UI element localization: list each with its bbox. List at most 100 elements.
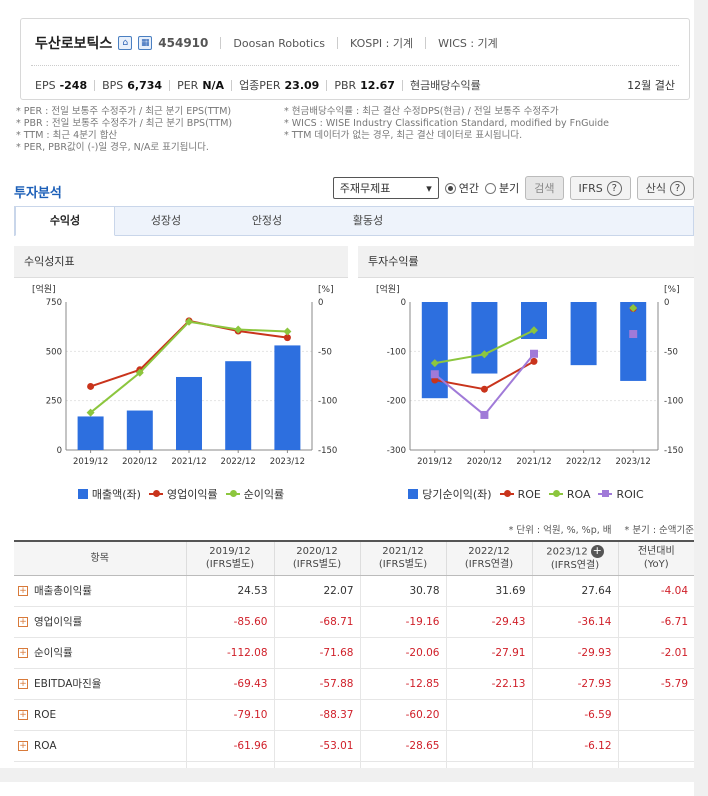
legend-item[interactable]: ROE (499, 488, 541, 501)
analysis-controls: 주재무제표 ▾ 연간 분기 검색 IFRS? 산식? (332, 176, 694, 200)
series-line (483, 360, 535, 391)
legend-item[interactable]: 당기순이익(좌) (408, 486, 492, 502)
pbr-label: PBR (334, 78, 357, 92)
divider (94, 79, 96, 91)
expand-row-icon[interactable]: + (18, 648, 28, 658)
column-header-period: 2022/12 (IFRS연결) (445, 540, 532, 576)
expand-row-icon[interactable]: + (18, 617, 28, 627)
right-axis-unit: [%] (318, 285, 334, 295)
left-axis-unit: [억원] (32, 283, 56, 295)
tab-stability[interactable]: 안정성 (251, 214, 283, 227)
table-row: + 매출총이익률 24.53 22.07 30.78 31.69 27.64 -4.04 (14, 575, 694, 607)
data-point (283, 327, 292, 336)
building-icon[interactable]: ▦ (138, 36, 153, 50)
chevron-down-icon: ▾ (426, 181, 432, 195)
home-icon[interactable]: ⌂ (118, 36, 133, 50)
series-line (434, 373, 486, 416)
series-line (188, 320, 239, 331)
formula-button[interactable]: 산식? (636, 176, 694, 200)
x-tick-label: 2019/12 (73, 457, 108, 467)
data-point (185, 317, 193, 326)
table-cell: -27.91 (445, 637, 532, 669)
legend-item[interactable]: 영업이익률 (148, 486, 218, 502)
y2-tick-label: -50 (318, 347, 332, 357)
legend-item[interactable]: 순이익률 (225, 486, 284, 502)
table-cell: -6.59 (531, 699, 618, 731)
data-point (530, 357, 538, 365)
column-header-period: 2021/12 (IFRS별도) (359, 540, 446, 576)
row-label: + 순이익률 (14, 637, 186, 669)
table-cell: -6.71 (617, 606, 694, 638)
table-cell (617, 699, 694, 731)
footnote: * PBR : 전일 보통주 수정주가 / 최근 분기 BPS(TTM) (16, 118, 233, 129)
table-cell: 24.53 (185, 575, 274, 607)
data-point (530, 326, 538, 335)
legend-swatch (148, 490, 163, 497)
expand-row-icon[interactable]: + (18, 679, 28, 689)
bar (126, 410, 153, 450)
expand-row-icon[interactable]: + (18, 586, 28, 596)
radio-quarter-dot[interactable] (485, 182, 497, 194)
tab-profitability[interactable]: 수익성 (15, 206, 115, 236)
tab-activity[interactable]: 활동성 (352, 214, 384, 227)
legend-item[interactable]: 매출액(좌) (77, 486, 141, 502)
table-cell: 31.69 (445, 575, 532, 607)
divider (169, 79, 171, 91)
table-cell: -28.65 (359, 730, 446, 762)
statement-select[interactable]: 주재무제표 ▾ (332, 177, 439, 199)
ifrs-button-label: IFRS (578, 181, 603, 195)
radio-quarter[interactable]: 분기 (485, 180, 519, 196)
legend-item[interactable]: ROA (548, 488, 590, 501)
row-label-text: 순이익률 (34, 647, 73, 659)
table-row: + 순이익률 -112.08 -71.68 -20.06 -27.91 -29.93 -2.0… (14, 637, 694, 669)
search-button-label: 검색 (534, 182, 555, 195)
vertical-scrollbar[interactable] (694, 0, 708, 796)
data-point (480, 385, 488, 393)
y2-tick-label: -50 (664, 347, 678, 357)
divider (337, 37, 338, 49)
legend-swatch (499, 490, 514, 497)
search-button[interactable]: 검색 (525, 176, 564, 200)
table-cell: -69.43 (185, 668, 274, 700)
x-tick-label: 2021/12 (171, 457, 206, 467)
table-cell: -85.60 (185, 606, 274, 638)
radio-quarter-label: 분기 (499, 182, 520, 195)
panel-title: 수익성지표 (14, 246, 348, 278)
table-cell: -61.96 (185, 730, 274, 762)
radio-annual-dot[interactable] (444, 182, 456, 194)
table-cell: -29.43 (445, 606, 532, 638)
horizontal-scrollbar[interactable] (0, 768, 694, 782)
chart-legend: 당기순이익(좌) ROE ROA ROIC (358, 486, 694, 502)
tab-growth[interactable]: 성장성 (150, 214, 182, 227)
expand-row-icon[interactable]: + (18, 709, 28, 720)
unit-note: * 단위 : 억원, %, %p, 배 * 분기 : 순액기준 (499, 522, 694, 536)
table-cell: -12.85 (359, 668, 446, 700)
footnote: * PER, PBR값이 (-)일 경우, N/A로 표기됩니다. (16, 142, 209, 153)
header-divider (31, 65, 679, 66)
ifrs-button[interactable]: IFRS? (569, 176, 631, 200)
table-cell: -57.88 (273, 668, 360, 700)
expand-plus-icon[interactable]: + (590, 544, 604, 558)
series-line (89, 371, 141, 414)
legend-marker (552, 490, 560, 497)
table-cell: -88.37 (273, 699, 360, 731)
legend-swatch (408, 489, 419, 499)
row-label-text: ROA (34, 739, 57, 752)
x-tick-label: 2023/12 (270, 457, 305, 467)
data-point (135, 368, 144, 377)
y-tick-label: 750 (46, 298, 62, 308)
data-point (629, 330, 638, 339)
wics-sector: WICS : 기계 (438, 37, 498, 50)
footnote: * TTM : 최근 4분기 합산 (16, 130, 118, 141)
data-point (431, 376, 439, 384)
y-tick-label: -200 (387, 397, 406, 407)
radio-annual[interactable]: 연간 (444, 180, 479, 196)
legend-item[interactable]: ROIC (598, 488, 644, 501)
data-point (530, 349, 538, 358)
expand-row-icon[interactable]: + (18, 740, 28, 751)
bps-value: 6,734 (127, 78, 163, 92)
legend-marker (152, 490, 160, 497)
panel-title: 투자수익률 (358, 246, 694, 278)
legend-marker (503, 490, 511, 497)
table-cell: -29.93 (531, 637, 618, 669)
